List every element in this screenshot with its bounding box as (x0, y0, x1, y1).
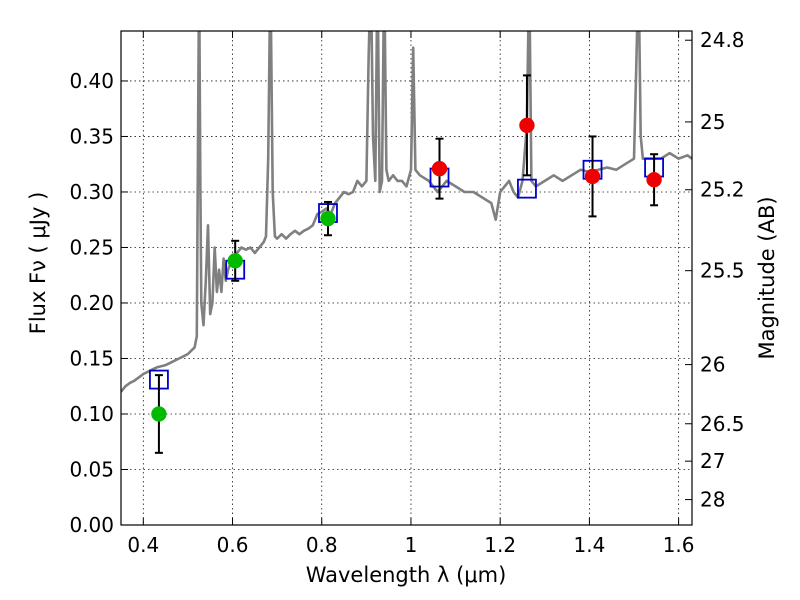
observed-point (431, 160, 448, 177)
observed-point (227, 253, 243, 269)
y-tick-label: 0.30 (69, 180, 114, 204)
observed-point (320, 210, 336, 227)
mag-tick-label: 27 (700, 449, 725, 473)
mag-tick-label: 25.2 (700, 178, 745, 202)
y-axis-title: Flux Fν ( μJy ) (26, 192, 50, 335)
mag-tick-label: 25 (700, 110, 725, 134)
y2-axis-title: Magnitude (AB) (755, 196, 779, 359)
y-tick-label: 0.00 (69, 513, 114, 537)
axis-ticks: 0.4 0.6 0.8 1 1.2 1.4 1.6 0.00 0.05 0.10 0.15 0.20 0… (69, 28, 744, 557)
mag-tick-label: 26 (700, 353, 725, 377)
plot-frame (120, 30, 693, 526)
y-tick-label: 0.05 (69, 457, 114, 481)
y-tick-label: 0.35 (69, 124, 114, 148)
y-tick-label: 0.10 (69, 402, 114, 426)
y-tick-label: 0.25 (69, 235, 114, 259)
mag-tick-label: 26.5 (700, 412, 745, 436)
observed-point (151, 406, 167, 422)
x-axis-title: Wavelength λ (μm) (306, 563, 507, 587)
x-tick-label: 1.4 (573, 533, 605, 557)
y-tick-label: 0.40 (69, 69, 114, 93)
x-tick-label: 1.2 (484, 533, 516, 557)
x-tick-label: 0.6 (217, 533, 249, 557)
x-tick-label: 0.4 (127, 533, 159, 557)
mag-tick-label: 25.5 (700, 259, 745, 283)
observed-point (584, 168, 601, 185)
sed-model-line (121, 31, 692, 393)
data-layer (121, 31, 692, 454)
mag-tick-label: 28 (700, 488, 725, 512)
x-tick-label: 0.8 (306, 533, 338, 557)
clipped-series (121, 31, 692, 454)
y-tick-label: 0.15 (69, 346, 114, 370)
observed-point (646, 172, 662, 188)
x-tick-label: 1.6 (663, 533, 695, 557)
y-tick-label: 0.20 (69, 291, 114, 315)
mag-tick-label: 24.8 (700, 28, 745, 52)
x-tick-label: 1 (405, 533, 418, 557)
observed-point (519, 117, 535, 134)
model-flux-square (517, 178, 537, 199)
